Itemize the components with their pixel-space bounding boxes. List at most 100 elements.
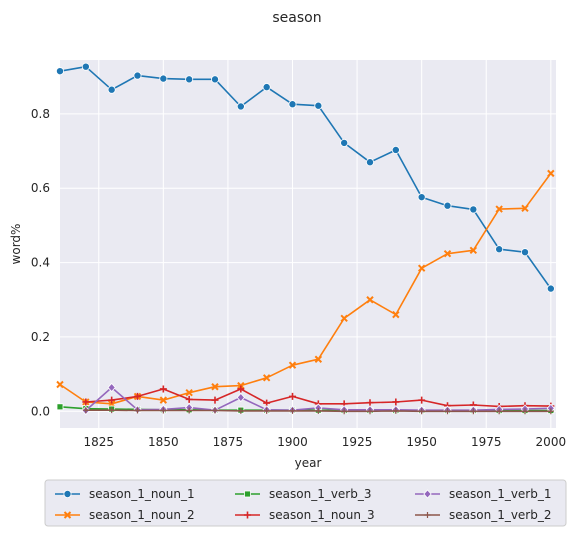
data-point	[107, 382, 116, 393]
y-tick-label: 0.8	[31, 107, 50, 121]
data-point	[107, 85, 116, 94]
data-point	[82, 407, 89, 414]
data-point	[288, 100, 297, 109]
data-point	[546, 284, 555, 293]
data-point	[340, 314, 348, 323]
data-point	[289, 407, 296, 414]
data-point	[470, 408, 477, 415]
data-point	[236, 392, 245, 403]
legend-label: season_1_noun_2	[89, 508, 195, 522]
legend-entry: season_1_verb_3	[235, 487, 372, 501]
data-point	[443, 201, 452, 210]
data-point	[56, 380, 64, 389]
x-tick-label: 1975	[471, 435, 502, 449]
data-point	[134, 407, 141, 414]
legend-entry: season_1_verb_2	[415, 508, 552, 522]
legend-marker	[63, 489, 72, 498]
data-point	[314, 355, 323, 363]
data-point	[134, 392, 141, 400]
data-point	[314, 101, 323, 110]
data-point	[392, 310, 400, 319]
legend-marker	[63, 511, 72, 519]
data-point	[495, 205, 503, 213]
data-point	[367, 408, 373, 415]
grid-lines	[60, 60, 556, 428]
data-point	[262, 374, 271, 382]
series-line	[59, 65, 552, 290]
data-point	[185, 75, 194, 84]
x-tick-label: 1950	[406, 435, 437, 449]
data-point	[392, 407, 399, 414]
legend-entry: season_1_noun_1	[55, 487, 195, 501]
y-tick-label: 0.6	[31, 181, 50, 195]
y-axis-label: word%	[9, 224, 23, 265]
data-point	[547, 408, 554, 415]
legend-entry: season_1_noun_2	[55, 508, 195, 522]
data-point	[56, 403, 64, 411]
x-tick-label: 1850	[148, 435, 179, 449]
data-point	[365, 158, 374, 167]
x-tick-label: 1825	[83, 435, 114, 449]
data-point	[288, 361, 297, 369]
data-point	[263, 407, 270, 414]
series-season_1_verb_2	[82, 407, 554, 415]
data-point	[185, 395, 193, 403]
data-point	[210, 75, 219, 84]
y-tick-label: 0.2	[31, 330, 50, 344]
y-tick-label: 0.4	[31, 256, 50, 270]
data-point	[418, 408, 425, 415]
data-point	[186, 407, 193, 414]
data-point	[211, 396, 219, 404]
data-point	[469, 205, 478, 214]
legend-entry: season_1_noun_3	[235, 508, 375, 522]
legend-label: season_1_verb_3	[269, 487, 372, 501]
data-point	[495, 245, 504, 254]
y-tick-labels: 0.0 0.2 0.4 0.6 0.8	[31, 107, 50, 418]
legend-entry: season_1_verb_1	[415, 487, 552, 501]
data-point	[159, 74, 168, 83]
data-point	[236, 102, 245, 111]
data-point	[521, 204, 529, 213]
data-point	[496, 408, 503, 415]
data-point	[366, 399, 374, 407]
data-point	[444, 408, 451, 415]
series-line	[59, 172, 552, 405]
legend-label: season_1_verb_2	[449, 508, 552, 522]
data-point	[522, 408, 528, 415]
data-point	[391, 145, 400, 154]
data-point	[262, 83, 271, 92]
data-point	[469, 246, 478, 255]
legend: season_1_noun_1 season_1_noun_2 season_1_v…	[44, 479, 567, 527]
data-point	[521, 248, 530, 257]
data-point	[212, 407, 218, 414]
x-tick-label: 1900	[277, 435, 308, 449]
x-axis-label: year	[295, 456, 322, 470]
legend-label: season_1_noun_3	[269, 508, 375, 522]
data-point	[366, 296, 374, 304]
data-point	[211, 383, 219, 391]
data-point	[82, 398, 90, 406]
legend-label: season_1_noun_1	[89, 487, 195, 501]
plot-area	[60, 60, 556, 428]
data-point	[443, 249, 452, 258]
data-point	[159, 396, 168, 404]
data-point	[392, 398, 400, 406]
data-point	[340, 138, 349, 147]
chart-title: season	[272, 10, 321, 26]
series-season_1_noun_1	[56, 62, 555, 293]
data-point	[81, 62, 90, 71]
data-point	[160, 407, 167, 414]
x-tick-labels: 1825 1850 1875 1900 1925 1950 1975 2000	[83, 435, 566, 449]
series-season_1_noun_2	[56, 169, 555, 408]
data-point	[108, 396, 116, 404]
legend-marker	[423, 489, 432, 499]
data-point	[185, 388, 193, 397]
x-tick-label: 2000	[536, 435, 567, 449]
data-point	[417, 193, 426, 202]
data-point	[237, 385, 245, 393]
data-point	[159, 385, 167, 393]
data-point	[289, 392, 296, 400]
legend-marker	[244, 511, 251, 519]
legend-marker	[244, 490, 251, 498]
